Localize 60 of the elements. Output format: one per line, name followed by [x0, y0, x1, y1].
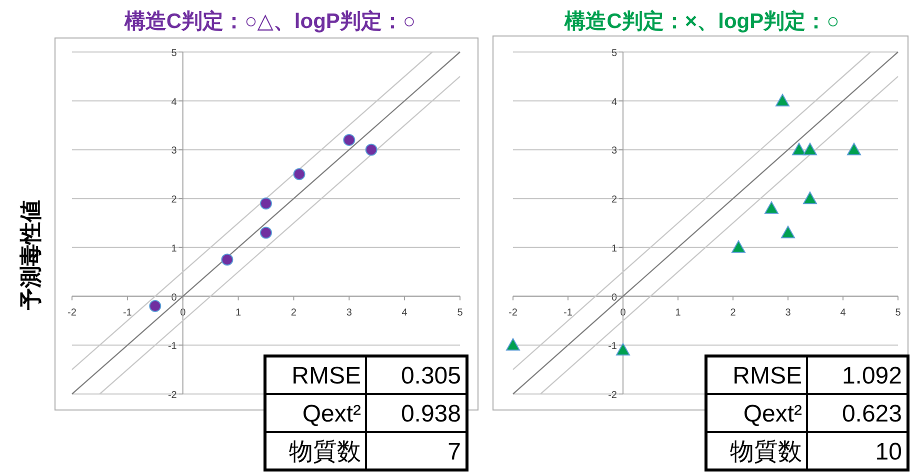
point — [293, 168, 306, 180]
chart-title: 構造C判定：×、logP判定：○ — [564, 9, 840, 33]
y-tick-label: -2 — [168, 390, 178, 401]
point — [260, 226, 272, 239]
annotation: 1.092 — [842, 362, 902, 390]
y-tick-label: 2 — [611, 194, 618, 206]
point — [847, 142, 861, 156]
y-tick-label: 3 — [611, 146, 618, 157]
x-tick-label: 2 — [730, 307, 736, 318]
point — [803, 142, 817, 156]
y-axis-title: 予測毒性値 — [18, 200, 43, 311]
point — [221, 254, 234, 266]
point — [781, 226, 795, 238]
chart-title: 構造C判定：○△、logP判定：○ — [123, 9, 416, 33]
x-tick-label: 1 — [236, 307, 242, 318]
text: 物質数 — [730, 438, 802, 466]
text: Qext² — [302, 400, 361, 428]
text: 0.623 — [842, 400, 902, 428]
y-tick-label: 3 — [171, 146, 178, 157]
point — [732, 240, 746, 253]
annotation: RMSE — [732, 362, 802, 390]
text: Qext² — [743, 400, 802, 428]
point — [343, 134, 356, 146]
y-tick-label: -2 — [608, 390, 618, 401]
point — [764, 201, 778, 214]
point — [792, 142, 806, 156]
x-tick-label: 3 — [785, 307, 792, 318]
y-tick-label: 4 — [611, 96, 618, 108]
annotation: RMSE — [292, 362, 361, 390]
y-tick-label: 5 — [171, 48, 178, 59]
text: 7 — [448, 438, 461, 466]
point — [149, 300, 162, 312]
point — [803, 192, 817, 204]
x-tick-label: 2 — [290, 307, 297, 318]
x-tick-label: -1 — [564, 307, 573, 318]
text: 10 — [875, 438, 902, 466]
x-tick-label: 1 — [675, 307, 682, 318]
x-tick-label: 5 — [457, 307, 464, 318]
x-tick-label: 5 — [895, 307, 902, 318]
y-tick-label: 2 — [171, 194, 178, 206]
point — [776, 94, 790, 106]
point — [260, 197, 272, 210]
y-tick-label: -1 — [168, 341, 178, 352]
annotation: 0.305 — [400, 362, 461, 390]
y-tick-label: 4 — [171, 96, 178, 108]
y-tick-label: 1 — [611, 243, 618, 254]
text: 0.938 — [400, 400, 461, 428]
x-tick-label: -2 — [68, 307, 77, 318]
x-tick-label: 4 — [402, 307, 408, 318]
y-tick-label: 1 — [171, 243, 178, 254]
point — [616, 343, 630, 356]
y-tick-label: 5 — [611, 48, 618, 59]
text: 物質数 — [289, 438, 361, 466]
point — [506, 338, 520, 351]
x-tick-label: 4 — [840, 307, 846, 318]
y-tick-label: -1 — [608, 341, 618, 352]
x-tick-label: 3 — [346, 307, 352, 318]
x-tick-label: -2 — [508, 307, 518, 318]
point — [365, 144, 378, 156]
x-tick-label: -1 — [122, 307, 132, 318]
